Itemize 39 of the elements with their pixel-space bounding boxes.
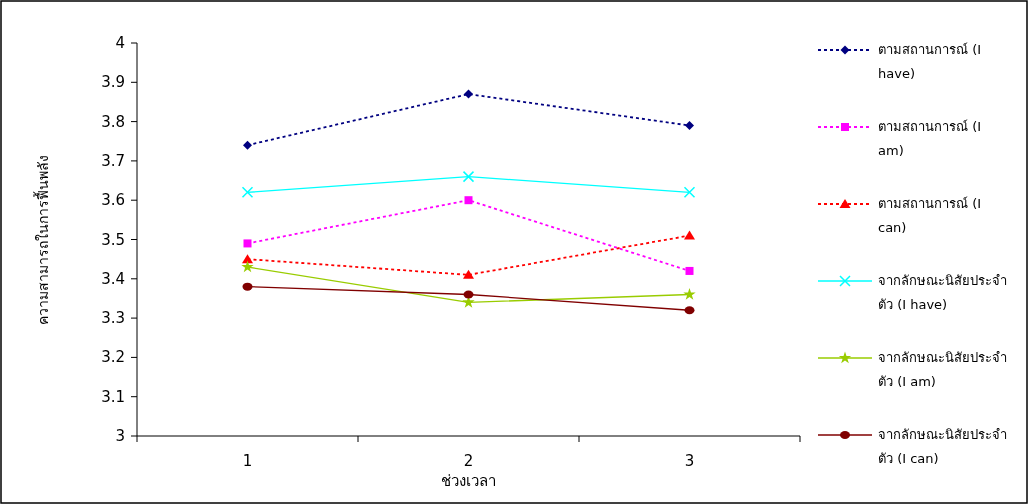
point [685, 121, 694, 131]
point [463, 290, 474, 299]
legend-label: ตามสถานการณ์ (I can) [878, 195, 983, 237]
point [242, 254, 253, 264]
point [241, 260, 254, 273]
y-axis-title: ความสามารถในการฟื้นพลัง [33, 154, 51, 325]
point [684, 230, 695, 240]
y-tick-label: 3.2 [101, 348, 125, 367]
point [464, 196, 473, 205]
legend-label: ตามสถานการณ์ (I am) [878, 118, 983, 160]
y-tick-label: 3.4 [101, 269, 125, 288]
point [684, 306, 695, 315]
point [462, 170, 475, 183]
x-tick-label: 1 [242, 452, 253, 470]
point [683, 288, 696, 300]
x-axis-title: ช่วงเวลา [441, 472, 496, 490]
x-tick-label: 3 [684, 452, 695, 470]
y-tick-label: 3 [115, 427, 125, 445]
y-tick-label: 4 [115, 34, 125, 52]
point [241, 186, 254, 199]
y-tick-label: 3.5 [101, 230, 125, 249]
x-tick-label: 2 [463, 452, 474, 470]
point [243, 239, 252, 248]
legend-label: จากลักษณะนิสัยประจำตัว (I have) [878, 272, 1008, 314]
y-tick-label: 3.7 [101, 151, 125, 170]
y-tick-label: 3.8 [101, 112, 125, 131]
legend-label: จากลักษณะนิสัยประจำตัว (I am) [878, 349, 1008, 391]
point [463, 269, 474, 279]
point [683, 186, 696, 199]
point [243, 140, 252, 150]
legend-label: ตามสถานการณ์ (I have) [878, 41, 983, 83]
y-tick-label: 3.6 [101, 191, 125, 210]
y-tick-label: 3.9 [101, 73, 125, 92]
legend-label: จากลักษณะนิสัยประจำตัว (I can) [878, 426, 1008, 468]
point [464, 89, 473, 99]
point [685, 266, 694, 275]
y-tick-label: 3.3 [101, 309, 125, 328]
point [242, 282, 253, 291]
y-tick-label: 3.1 [101, 387, 125, 406]
